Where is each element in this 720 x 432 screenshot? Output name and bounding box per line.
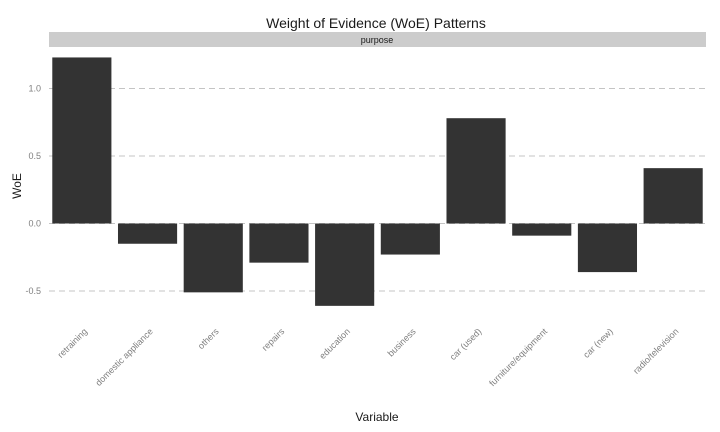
x-tick-label: repairs (260, 326, 287, 353)
bar (512, 223, 572, 236)
bar (183, 223, 243, 293)
x-tick-label: furniture/equipment (487, 326, 549, 388)
bar (249, 223, 309, 263)
y-tick-label: 0.0 (28, 219, 41, 229)
facet-strip-label: purpose (361, 35, 394, 45)
x-tick-label: business (386, 326, 419, 359)
bar (446, 118, 506, 224)
x-tick-label: radio/television (631, 326, 681, 376)
x-tick-label: car (new) (581, 326, 615, 360)
y-axis-ticks: -0.5 0.0 0.5 1.0 (25, 84, 41, 297)
x-axis-title: Variable (355, 410, 398, 424)
bar (52, 57, 112, 224)
bar (380, 223, 440, 255)
bar (577, 223, 638, 273)
x-tick-label: car (used) (448, 326, 484, 362)
x-tick-label: others (196, 326, 221, 351)
bar (117, 223, 178, 244)
bars (52, 57, 703, 306)
facet-strip (49, 32, 706, 47)
y-tick-label: -0.5 (25, 286, 41, 296)
x-tick-label: retraining (56, 326, 90, 360)
y-axis-title: WoE (10, 173, 24, 199)
bar (643, 168, 703, 224)
x-tick-label: education (317, 326, 352, 361)
y-tick-label: 0.5 (28, 151, 41, 161)
bar (315, 223, 375, 306)
x-axis-ticks: retraining domestic appliance others repair… (56, 326, 681, 388)
y-tick-label: 1.0 (28, 84, 41, 94)
chart-title: Weight of Evidence (WoE) Patterns (266, 15, 486, 31)
x-tick-label: domestic appliance (93, 326, 155, 388)
